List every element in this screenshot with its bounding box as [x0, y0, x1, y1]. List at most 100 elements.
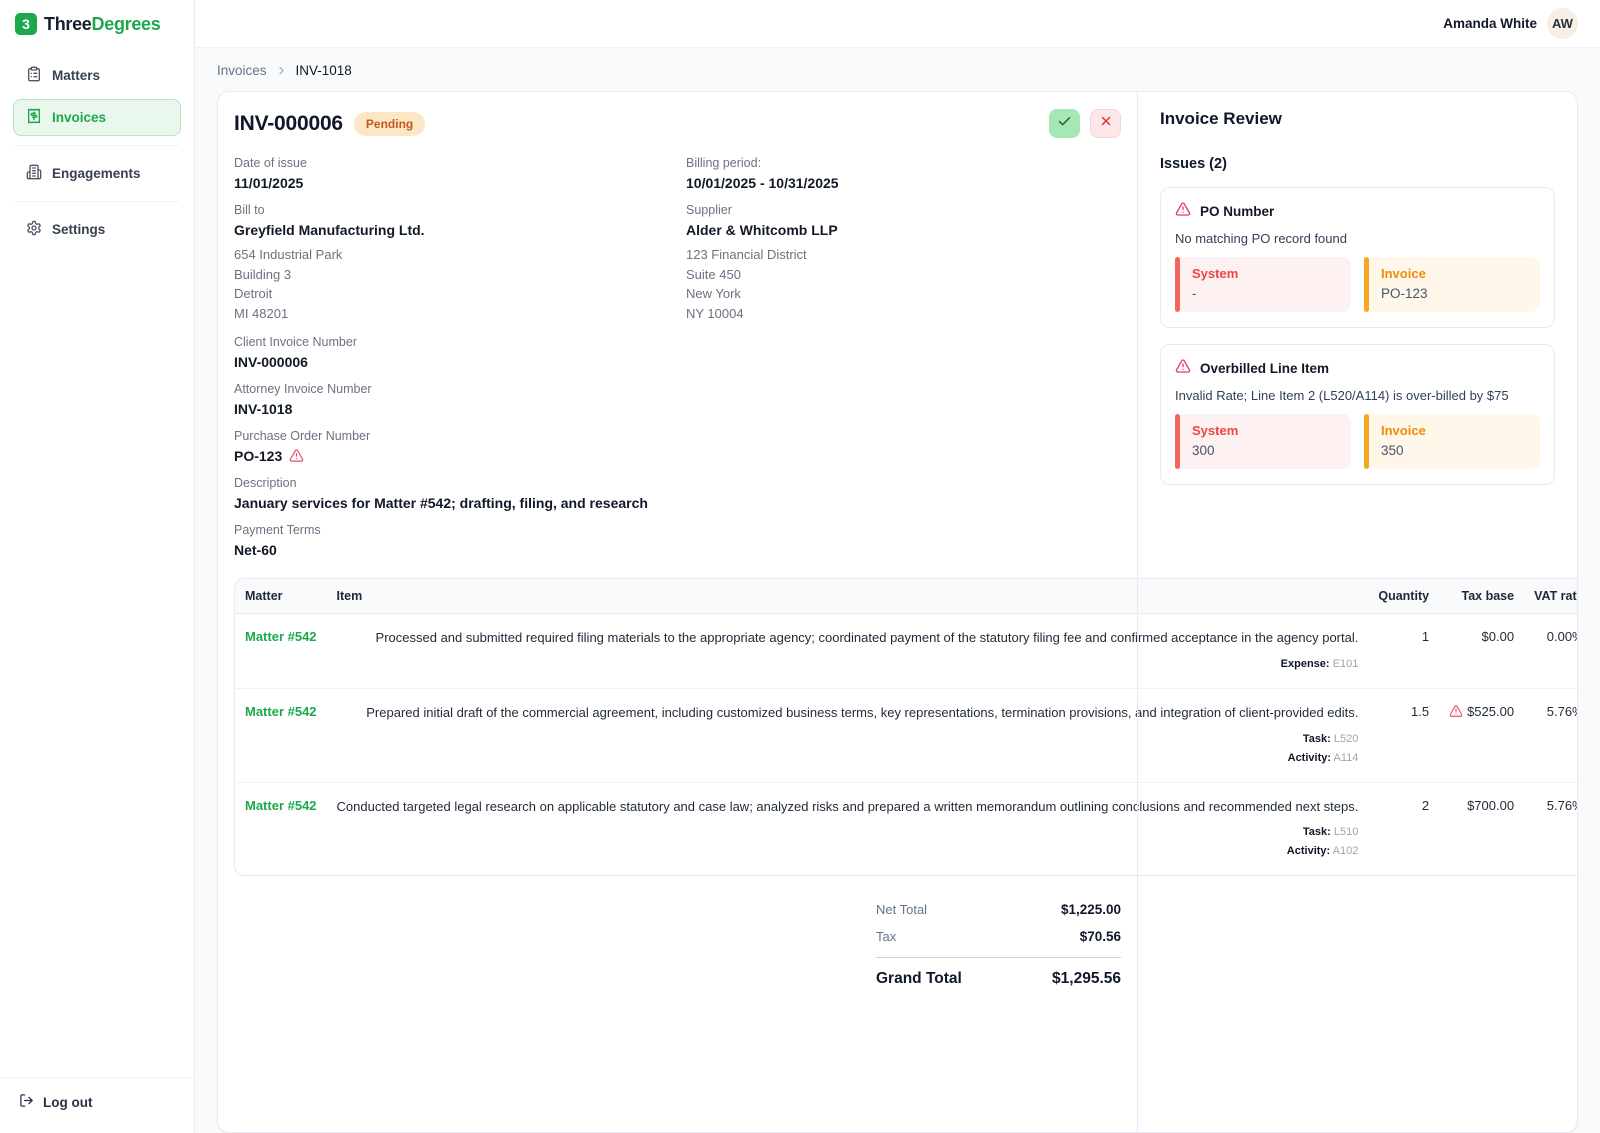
column-header-vatrate: VAT rate	[1524, 578, 1577, 614]
meta-value: L510	[1333, 826, 1359, 839]
receipt-icon	[26, 108, 42, 127]
client-invoice-number-value: INV-000006	[234, 354, 308, 370]
invoice-meta-right: Billing period: 10/01/2025 - 10/31/2025 …	[686, 144, 1121, 323]
vatrate-cell: 5.76%	[1524, 689, 1577, 783]
user-name: Amanda White	[1443, 16, 1537, 31]
issue-card-po-number: PO Number No matching PO record found Sy…	[1160, 187, 1555, 328]
main-area: Amanda White AW Invoices INV-1018 INV-00…	[195, 0, 1600, 1133]
chevron-right-icon	[275, 64, 288, 77]
address-line: NY 10004	[686, 305, 744, 321]
column-header-quantity: Quantity	[1368, 578, 1440, 614]
meta-value: E101	[1332, 657, 1359, 670]
top-bar: Amanda White AW	[195, 0, 1600, 48]
table-header: Matter Item Quantity Tax base VAT rate T…	[234, 578, 1577, 614]
approve-button[interactable]	[1049, 109, 1080, 138]
avatar[interactable]: AW	[1547, 8, 1578, 39]
invoice-value-box: Invoice 350	[1364, 414, 1540, 469]
vatrate-cell: 5.76%	[1524, 783, 1577, 877]
system-value-box: System 300	[1175, 414, 1351, 469]
taxbase-value: $525.00	[1467, 703, 1515, 719]
attorney-invoice-number-value: INV-1018	[234, 401, 293, 417]
net-total-value: $1,225.00	[1060, 902, 1121, 918]
item-meta: Expense: E101	[337, 657, 1359, 673]
item-cell: Processed and submitted required filing …	[326, 614, 1369, 689]
invoice-meta-grid: Date of issue 11/01/2025 Bill to Greyfie…	[234, 144, 1121, 323]
brand-logo-icon: 3	[15, 13, 37, 35]
address-line: Building 3	[234, 266, 292, 282]
invoice-value: 350	[1381, 443, 1404, 458]
line-items-table: Matter Item Quantity Tax base VAT rate T…	[234, 578, 1577, 877]
address-line: MI 48201	[234, 305, 289, 321]
totals-block: Net Total $1,225.00 Tax $70.56 Grand Tot…	[876, 896, 1121, 994]
issue-compare: System - Invoice PO-123	[1175, 257, 1540, 312]
quantity-cell: 2	[1368, 783, 1440, 877]
client-invoice-number-label: Client Invoice Number	[234, 335, 357, 349]
alert-triangle-icon	[289, 448, 304, 463]
reject-button[interactable]	[1090, 109, 1121, 138]
taxbase-cell: $525.00	[1439, 689, 1525, 783]
sidebar-nav: Matters Invoices Engagements Sett	[0, 57, 194, 253]
description-value: January services for Matter #542; drafti…	[234, 495, 648, 511]
invoice-actions	[1049, 109, 1121, 138]
breadcrumb-invoices-link[interactable]: Invoices	[217, 63, 267, 78]
table-row: Matter #542 Conducted targeted legal res…	[234, 782, 1577, 877]
alert-triangle-icon	[1449, 704, 1463, 718]
item-cell: Conducted targeted legal research on app…	[326, 783, 1369, 877]
issue-card-overbilled: Overbilled Line Item Invalid Rate; Line …	[1160, 344, 1555, 485]
logout-label: Log out	[43, 1094, 93, 1110]
address-line: 123 Financial District	[686, 247, 807, 262]
issue-title: PO Number	[1200, 204, 1275, 219]
system-value: 300	[1192, 443, 1215, 458]
billing-period-value: 10/01/2025 - 10/31/2025	[686, 175, 839, 191]
grand-total-label: Grand Total	[876, 970, 962, 988]
net-total-row: Net Total $1,225.00	[876, 896, 1121, 923]
table-row: Matter #542 Prepared initial draft of th…	[234, 688, 1577, 783]
item-meta: Task: L520 Activity: A114	[337, 732, 1359, 767]
invoice-value-box: Invoice PO-123	[1364, 257, 1540, 312]
meta-label: Task:	[1302, 732, 1331, 745]
check-icon	[1057, 114, 1072, 134]
invoice-label: Invoice	[1381, 266, 1426, 281]
meta-label: Activity:	[1287, 751, 1332, 764]
invoice-title: INV-000006	[234, 111, 343, 135]
item-description: Conducted targeted legal research on app…	[336, 798, 1359, 814]
item-description: Processed and submitted required filing …	[375, 630, 1359, 645]
invoice-header: INV-000006 Pending	[234, 109, 1121, 138]
system-label: System	[1192, 423, 1239, 438]
invoice-numbers: Client Invoice Number INV-000006 Attorne…	[234, 335, 1121, 558]
sidebar-item-invoices[interactable]: Invoices	[13, 99, 181, 136]
brand-name-primary: Three	[44, 13, 92, 34]
sidebar-footer: Log out	[0, 1077, 194, 1133]
close-icon	[1099, 114, 1113, 133]
logout-button[interactable]: Log out	[19, 1093, 175, 1111]
column-header-matter: Matter	[234, 578, 327, 614]
issue-header: PO Number	[1175, 201, 1540, 222]
bill-to-label: Bill to	[234, 203, 265, 217]
sidebar-divider	[15, 201, 179, 202]
matter-link[interactable]: Matter #542	[245, 703, 317, 719]
date-of-issue-label: Date of issue	[234, 156, 307, 170]
address-line: Detroit	[234, 286, 273, 301]
bill-to-address: 654 Industrial Park Building 3 Detroit M…	[234, 245, 686, 323]
sidebar-item-label: Matters	[52, 68, 101, 83]
item-cell: Prepared initial draft of the commercial…	[326, 689, 1369, 783]
gear-icon	[26, 220, 42, 239]
meta-value: A114	[1333, 751, 1359, 764]
supplier-address: 123 Financial District Suite 450 New Yor…	[686, 245, 1121, 323]
alert-triangle-icon	[1175, 201, 1191, 222]
column-header-taxbase: Tax base	[1439, 578, 1525, 614]
description-label: Description	[234, 476, 297, 490]
item-meta: Task: L510 Activity: A102	[337, 825, 1359, 860]
sidebar-item-settings[interactable]: Settings	[13, 211, 181, 248]
matter-link[interactable]: Matter #542	[245, 629, 317, 644]
grand-total-row: Grand Total $1,295.56	[876, 957, 1121, 994]
building-icon	[26, 164, 42, 183]
sidebar-item-matters[interactable]: Matters	[13, 57, 181, 94]
invoice-meta-left: Date of issue 11/01/2025 Bill to Greyfie…	[234, 144, 686, 323]
sidebar-item-engagements[interactable]: Engagements	[13, 155, 181, 192]
invoice-card: INV-000006 Pending	[217, 91, 1578, 1133]
brand-name: ThreeDegrees	[44, 13, 161, 35]
invoice-pane: INV-000006 Pending	[218, 92, 1577, 1132]
matter-link[interactable]: Matter #542	[245, 797, 317, 813]
system-value-box: System -	[1175, 257, 1351, 312]
